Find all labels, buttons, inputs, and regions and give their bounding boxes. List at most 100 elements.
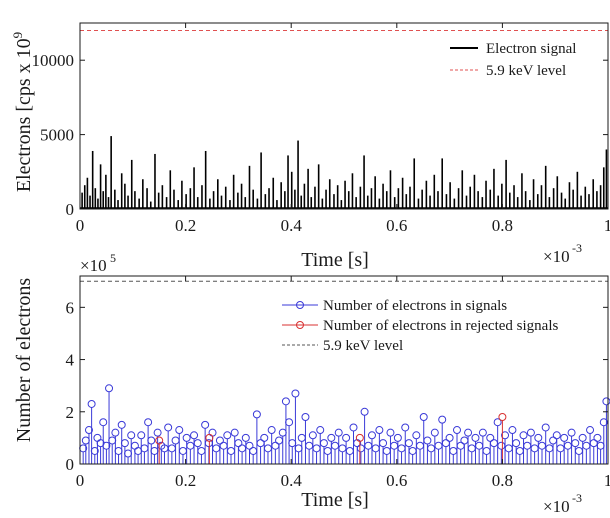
- bottom-signal-point: [99, 418, 108, 427]
- bottom-signal-point: [508, 426, 517, 435]
- bottom-x-ticks: 0 0.2 0.4 0.6 0.8 1: [76, 276, 610, 490]
- bottom-signal-point: [278, 428, 287, 437]
- bot-x-tick-label: 0.6: [386, 471, 407, 490]
- top-x-exponent-power: -3: [572, 241, 582, 255]
- bottom-signal-point: [419, 413, 428, 421]
- bottom-signal-point: [434, 441, 443, 450]
- bottom-signal-point: [475, 441, 484, 450]
- bot-y-tick-label: 6: [66, 298, 75, 317]
- bottom-signal-point: [556, 444, 565, 453]
- bottom-signal-point: [120, 439, 129, 448]
- bottom-signal-point: [102, 441, 111, 450]
- bottom-signal-point: [87, 399, 96, 408]
- bottom-signal-point: [497, 441, 506, 450]
- bottom-signal-point: [515, 446, 524, 455]
- bottom-signal-point: [423, 436, 432, 445]
- bottom-signal-point: [316, 426, 325, 435]
- bottom-signal-point: [111, 428, 120, 437]
- bottom-signal-point: [464, 428, 473, 437]
- bottom-signal-point: [593, 433, 602, 442]
- bottom-signal-point: [602, 397, 610, 406]
- top-y-axis-label-text: Electrons [cps x 109: [10, 32, 35, 192]
- bottom-signal-point: [356, 444, 365, 453]
- bottom-signal-point: [449, 446, 458, 455]
- bottom-x-exponent-base: ×10: [543, 497, 570, 516]
- bottom-signal-point: [571, 439, 580, 448]
- bottom-signal-point: [523, 441, 532, 450]
- bottom-signal-point: [312, 444, 321, 453]
- bottom-signal-point: [84, 426, 93, 435]
- bottom-signal-point: [90, 446, 99, 455]
- bottom-signal-point: [371, 444, 380, 453]
- bottom-legend-marker-rejected: [296, 321, 304, 329]
- bottom-chart: 0 0.2 0.4 0.6 0.8 1 0 2 4 6 ×10 5 Time [s] ×10 -…: [13, 251, 610, 516]
- top-x-tick-label: 0.2: [175, 216, 196, 235]
- bottom-signal-point: [552, 431, 561, 440]
- bottom-signal-point: [482, 446, 491, 455]
- bottom-signal-point: [260, 433, 269, 442]
- top-chart: 0 0.2 0.4 0.6 0.8 1 0 5000 10000 Time [s] ×10 -…: [10, 22, 610, 271]
- bottom-signal-point: [297, 433, 306, 442]
- bottom-signal-point: [364, 441, 373, 450]
- bottom-signal-point: [234, 439, 243, 448]
- bottom-signal-point: [489, 439, 498, 448]
- bottom-signal-point: [545, 444, 554, 453]
- bottom-signal-point: [578, 433, 587, 442]
- bot-x-tick-label: 0: [76, 471, 85, 490]
- bottom-signal-point: [467, 444, 476, 453]
- bottom-signal-point: [512, 439, 521, 448]
- bottom-scatter-marks: [79, 384, 610, 464]
- bottom-signal-point: [201, 420, 210, 429]
- bottom-signal-point: [486, 433, 495, 442]
- bottom-signal-point: [538, 441, 546, 450]
- bottom-signal-point: [175, 426, 184, 435]
- bottom-signal-point: [93, 433, 102, 442]
- bottom-signal-point: [501, 431, 510, 440]
- bottom-signal-point: [281, 397, 290, 406]
- top-x-tick-label: 0: [76, 216, 85, 235]
- bottom-signal-point: [301, 413, 310, 421]
- bottom-signal-point: [238, 444, 247, 453]
- bottom-signal-point: [530, 444, 539, 453]
- bottom-signal-point: [342, 433, 351, 442]
- bottom-signal-point: [438, 415, 447, 424]
- bottom-signal-point: [223, 431, 232, 440]
- bottom-signal-point: [563, 441, 572, 450]
- bottom-signal-point: [275, 436, 284, 445]
- top-y-tick-label: 10000: [32, 51, 75, 70]
- bottom-signal-point: [178, 446, 187, 455]
- bot-y-tick-label: 0: [66, 455, 75, 474]
- bottom-signal-point: [408, 446, 417, 455]
- bottom-signal-point: [167, 444, 176, 453]
- bottom-signal-point: [360, 407, 369, 416]
- bottom-signal-point: [541, 423, 550, 432]
- bottom-signal-point: [285, 418, 294, 427]
- bottom-signal-point: [219, 441, 228, 450]
- bottom-signal-point: [108, 436, 117, 445]
- top-x-tick-label: 1: [604, 216, 610, 235]
- bottom-signal-point: [478, 428, 487, 437]
- bottom-signal-point: [81, 436, 90, 445]
- bottom-signal-point: [291, 389, 300, 398]
- bottom-signal-point: [582, 441, 591, 450]
- bottom-signal-point: [504, 444, 513, 453]
- top-y-tick-label: 0: [66, 200, 75, 219]
- bottom-legend-level: 5.9 keV level: [323, 338, 403, 354]
- bottom-signal-point: [294, 444, 303, 453]
- bottom-legend-marker-signals: [296, 301, 304, 309]
- bottom-signal-point: [397, 444, 406, 453]
- bottom-signal-point: [327, 433, 336, 442]
- bottom-legend-signals: Number of electrons in signals: [323, 298, 507, 314]
- bottom-x-exponent-power: -3: [572, 491, 582, 505]
- bottom-signal-point: [245, 441, 254, 450]
- top-x-exponent-base: ×10: [543, 247, 570, 266]
- top-legend-signal: Electron signal: [486, 41, 576, 57]
- top-x-tick-label: 0.4: [281, 216, 303, 235]
- bottom-y-exponent-power: 5: [110, 251, 116, 265]
- bottom-signal-point: [140, 444, 149, 453]
- bottom-signal-point: [117, 420, 126, 429]
- bottom-signal-point: [567, 428, 576, 437]
- bottom-signal-point: [430, 428, 439, 437]
- bottom-signal-point: [215, 436, 224, 445]
- bottom-signal-point: [331, 441, 340, 450]
